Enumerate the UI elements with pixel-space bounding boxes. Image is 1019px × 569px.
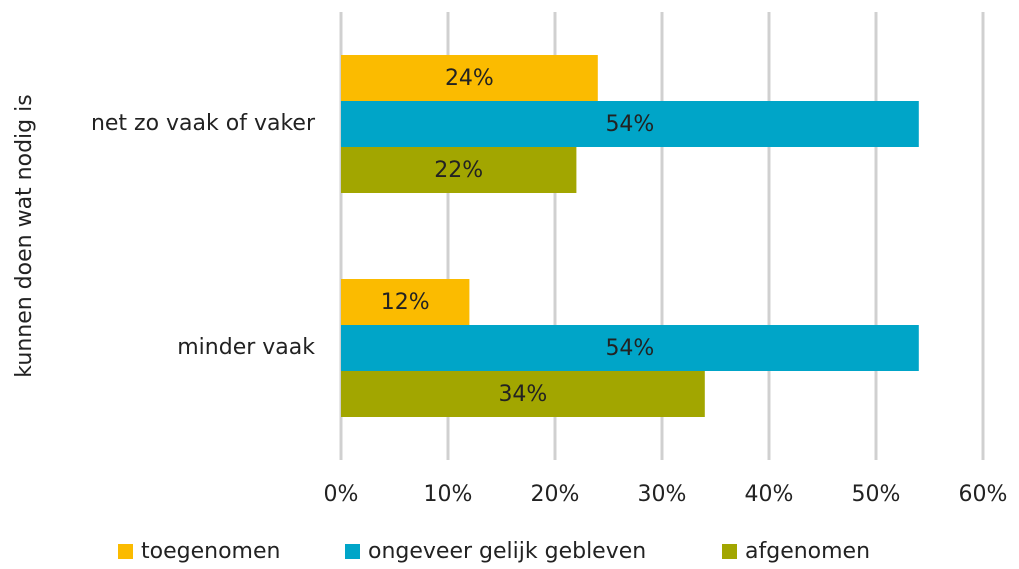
- x-tick-label: 50%: [852, 482, 901, 507]
- x-tick-label: 10%: [424, 482, 473, 507]
- x-tick-label: 20%: [531, 482, 580, 507]
- x-tick-label: 60%: [959, 482, 1008, 507]
- legend-label: ongeveer gelijk gebleven: [368, 539, 646, 564]
- data-label: 34%: [498, 382, 547, 407]
- legend-swatch: [118, 544, 133, 559]
- x-tick-label: 30%: [638, 482, 687, 507]
- y-tick-label: net zo vaak of vaker: [91, 111, 316, 136]
- legend-label: toegenomen: [141, 539, 280, 564]
- data-label: 22%: [434, 158, 483, 183]
- bar: [341, 147, 577, 193]
- bar: [341, 55, 598, 101]
- bar: [341, 325, 919, 371]
- bar: [341, 279, 470, 325]
- x-tick-label: 40%: [745, 482, 794, 507]
- bar: [341, 101, 919, 147]
- data-label: 12%: [381, 290, 430, 315]
- legend-swatch: [345, 544, 360, 559]
- data-label: 54%: [605, 336, 654, 361]
- bar: [341, 371, 705, 417]
- legend-label: afgenomen: [745, 539, 870, 564]
- legend-swatch: [722, 544, 737, 559]
- y-tick-label: minder vaak: [177, 335, 315, 360]
- data-label: 54%: [605, 112, 654, 137]
- y-axis-label: kunnen doen wat nodig is: [12, 94, 37, 377]
- data-label: 24%: [445, 66, 494, 91]
- x-tick-label: 0%: [324, 482, 359, 507]
